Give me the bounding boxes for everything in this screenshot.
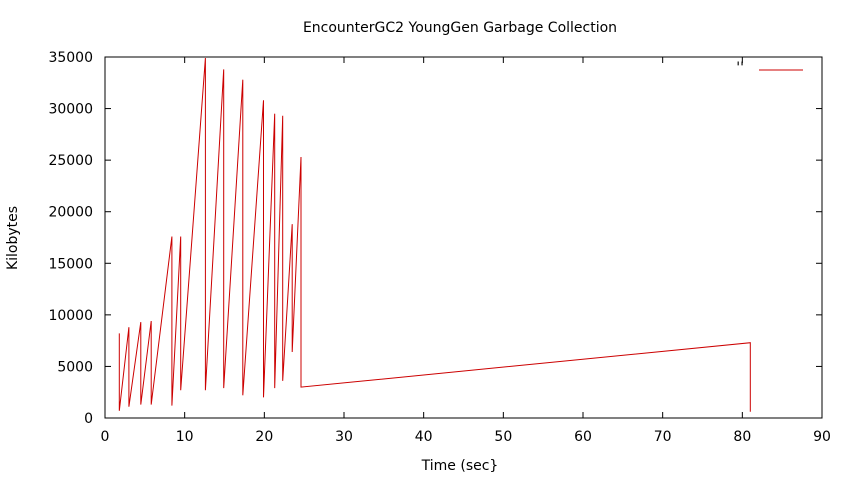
- legend-label: '': [736, 60, 744, 76]
- series-layer: [118, 57, 751, 412]
- y-tick-label: 35000: [48, 50, 93, 66]
- y-tick-label: 20000: [48, 205, 93, 221]
- y-tick-label: 10000: [48, 308, 93, 324]
- x-axis: 0 10 20 30 40 50 60 70 80 90: [101, 57, 831, 445]
- x-tick-label: 90: [813, 429, 831, 445]
- series-line: [118, 57, 751, 412]
- x-tick-label: 0: [101, 429, 110, 445]
- y-tick-label: 15000: [48, 256, 93, 272]
- x-tick-label: 40: [415, 429, 433, 445]
- chart-title: EncounterGC2 YoungGen Garbage Collection: [303, 20, 617, 36]
- x-tick-label: 20: [255, 429, 273, 445]
- x-axis-title: Time (sec}: [421, 458, 499, 474]
- y-tick-label: 0: [84, 411, 93, 427]
- y-axis-title: Kilobytes: [5, 206, 21, 270]
- x-tick-label: 50: [494, 429, 512, 445]
- legend: '': [736, 60, 803, 76]
- x-tick-label: 30: [335, 429, 353, 445]
- x-tick-label: 60: [574, 429, 592, 445]
- y-axis: 0 5000 10000 15000 20000 25000 30000 35000: [48, 50, 822, 427]
- x-tick-label: 70: [654, 429, 672, 445]
- x-tick-label: 10: [176, 429, 194, 445]
- x-tick-label: 80: [733, 429, 751, 445]
- y-tick-label: 25000: [48, 153, 93, 169]
- y-tick-label: 5000: [57, 359, 93, 375]
- y-tick-label: 30000: [48, 102, 93, 118]
- plot-area-frame: [104, 56, 823, 419]
